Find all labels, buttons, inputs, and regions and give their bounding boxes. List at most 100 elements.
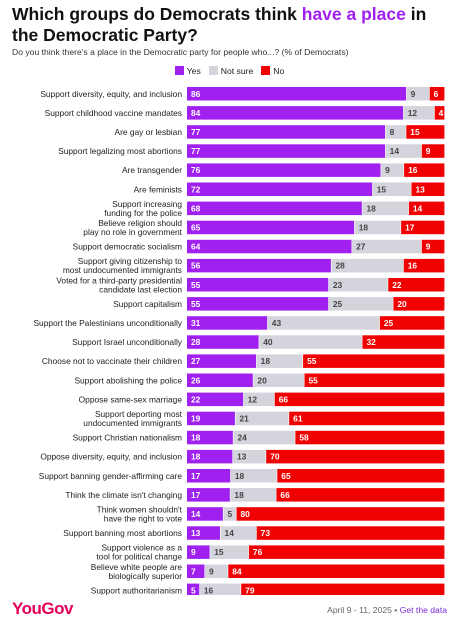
legend-item-not-sure: Not sure [208,66,253,76]
bar-not-sure [354,220,401,235]
data-label-no: 66 [280,490,290,500]
bar-no [303,354,445,368]
legend-swatch-no [261,66,271,75]
data-label-no: 4 [439,108,444,118]
data-label-not-sure: 12 [408,108,418,118]
bar-not-sure [328,278,388,292]
bar-yes [187,354,257,368]
bar-not-sure [253,373,304,387]
data-label-yes: 31 [191,318,201,328]
bar-not-sure [267,316,380,330]
bar-not-sure [362,201,409,216]
bar-yes [187,125,386,139]
bar-yes [187,469,231,483]
bar-yes [187,449,233,464]
data-label-not-sure: 14 [225,528,235,538]
bar-no [362,335,445,349]
bar-not-sure [403,106,435,120]
data-label-yes: 13 [191,528,201,538]
bar-yes [187,411,235,426]
data-label-yes: 77 [191,127,201,137]
data-label-not-sure: 25 [333,299,343,309]
data-label-no: 6 [434,89,439,99]
legend: Yes Not sure No [0,66,459,76]
category-label: Think women shouldn't have the right to v… [97,504,183,523]
bar-no [304,373,445,387]
category-label: Support increasing funding for the police [104,199,182,218]
bar-no [421,144,445,158]
category-label: Support childhood vaccine mandates [45,108,182,118]
get-the-data-link[interactable]: Get the data [399,605,447,615]
legend-swatch-not-sure [208,66,218,75]
data-label-yes: 28 [191,337,201,347]
data-label-yes: 17 [191,471,201,481]
yougov-logo: YouGov [12,599,73,618]
data-label-no: 16 [408,165,418,175]
category-label: Are transgender [122,165,182,175]
bar-yes [187,182,373,196]
bar-yes [187,564,205,578]
bar-no [266,449,445,464]
data-label-no: 25 [384,318,394,328]
category-label: Support Israel unconditionally [72,337,183,347]
bar-no [276,488,445,502]
bar-no [256,526,445,540]
bar-no [408,201,445,216]
bar-yes [187,297,329,311]
bar-no [406,125,445,139]
data-label-no: 17 [405,222,415,232]
data-label-not-sure: 18 [261,356,271,366]
data-label-yes: 22 [191,394,201,404]
data-label-not-sure: 20 [257,375,267,385]
data-label-no: 15 [410,127,420,137]
data-label-not-sure: 28 [335,261,345,271]
data-label-yes: 27 [191,356,201,366]
bar-not-sure [199,583,241,595]
bar-yes [187,163,381,177]
bar-no [411,182,445,196]
data-label-not-sure: 24 [237,433,247,443]
category-label: Support diversity, equity, and inclusion [40,89,182,99]
bar-not-sure [205,564,228,578]
data-label-no: 70 [270,452,280,462]
bar-not-sure [406,87,430,101]
data-label-not-sure: 43 [272,318,282,328]
bar-no [388,278,445,292]
category-label: Voted for a third-party presidential cand… [56,275,182,294]
data-label-no: 66 [279,394,289,404]
data-label-no: 22 [392,280,402,290]
bar-not-sure [210,545,249,559]
data-label-not-sure: 5 [227,509,232,519]
data-label-yes: 7 [191,566,196,576]
data-label-yes: 64 [191,242,201,252]
data-label-yes: 76 [191,165,201,175]
data-label-no: 79 [245,585,255,595]
bar-yes [187,507,223,521]
data-label-yes: 9 [191,547,196,557]
bar-yes [187,488,230,502]
bar-yes [187,583,200,595]
data-label-yes: 68 [191,203,201,213]
bar-not-sure [233,430,295,445]
bar-yes [187,392,244,407]
data-label-not-sure: 15 [377,184,387,194]
bar-not-sure [328,297,393,311]
bar-yes [187,106,404,120]
bar-no [404,163,445,177]
bar-yes [187,239,352,254]
bar-yes [187,220,355,235]
bar-no [295,430,445,445]
category-label: Support legalizing most abortions [58,146,182,156]
category-label: Support the Palestinians unconditionally [33,318,182,328]
data-label-yes: 55 [191,280,201,290]
bar-no [289,411,445,426]
bar-yes [187,373,253,387]
data-label-yes: 84 [191,108,201,118]
data-label-no: 13 [415,184,425,194]
category-label: Are feminists [134,184,182,194]
category-label: Think the climate isn't changing [65,490,182,500]
bar-not-sure [385,144,422,158]
data-label-no: 76 [253,547,263,557]
chart-title: Which groups do Democrats think have a p… [12,4,427,45]
bar-not-sure [372,182,411,196]
